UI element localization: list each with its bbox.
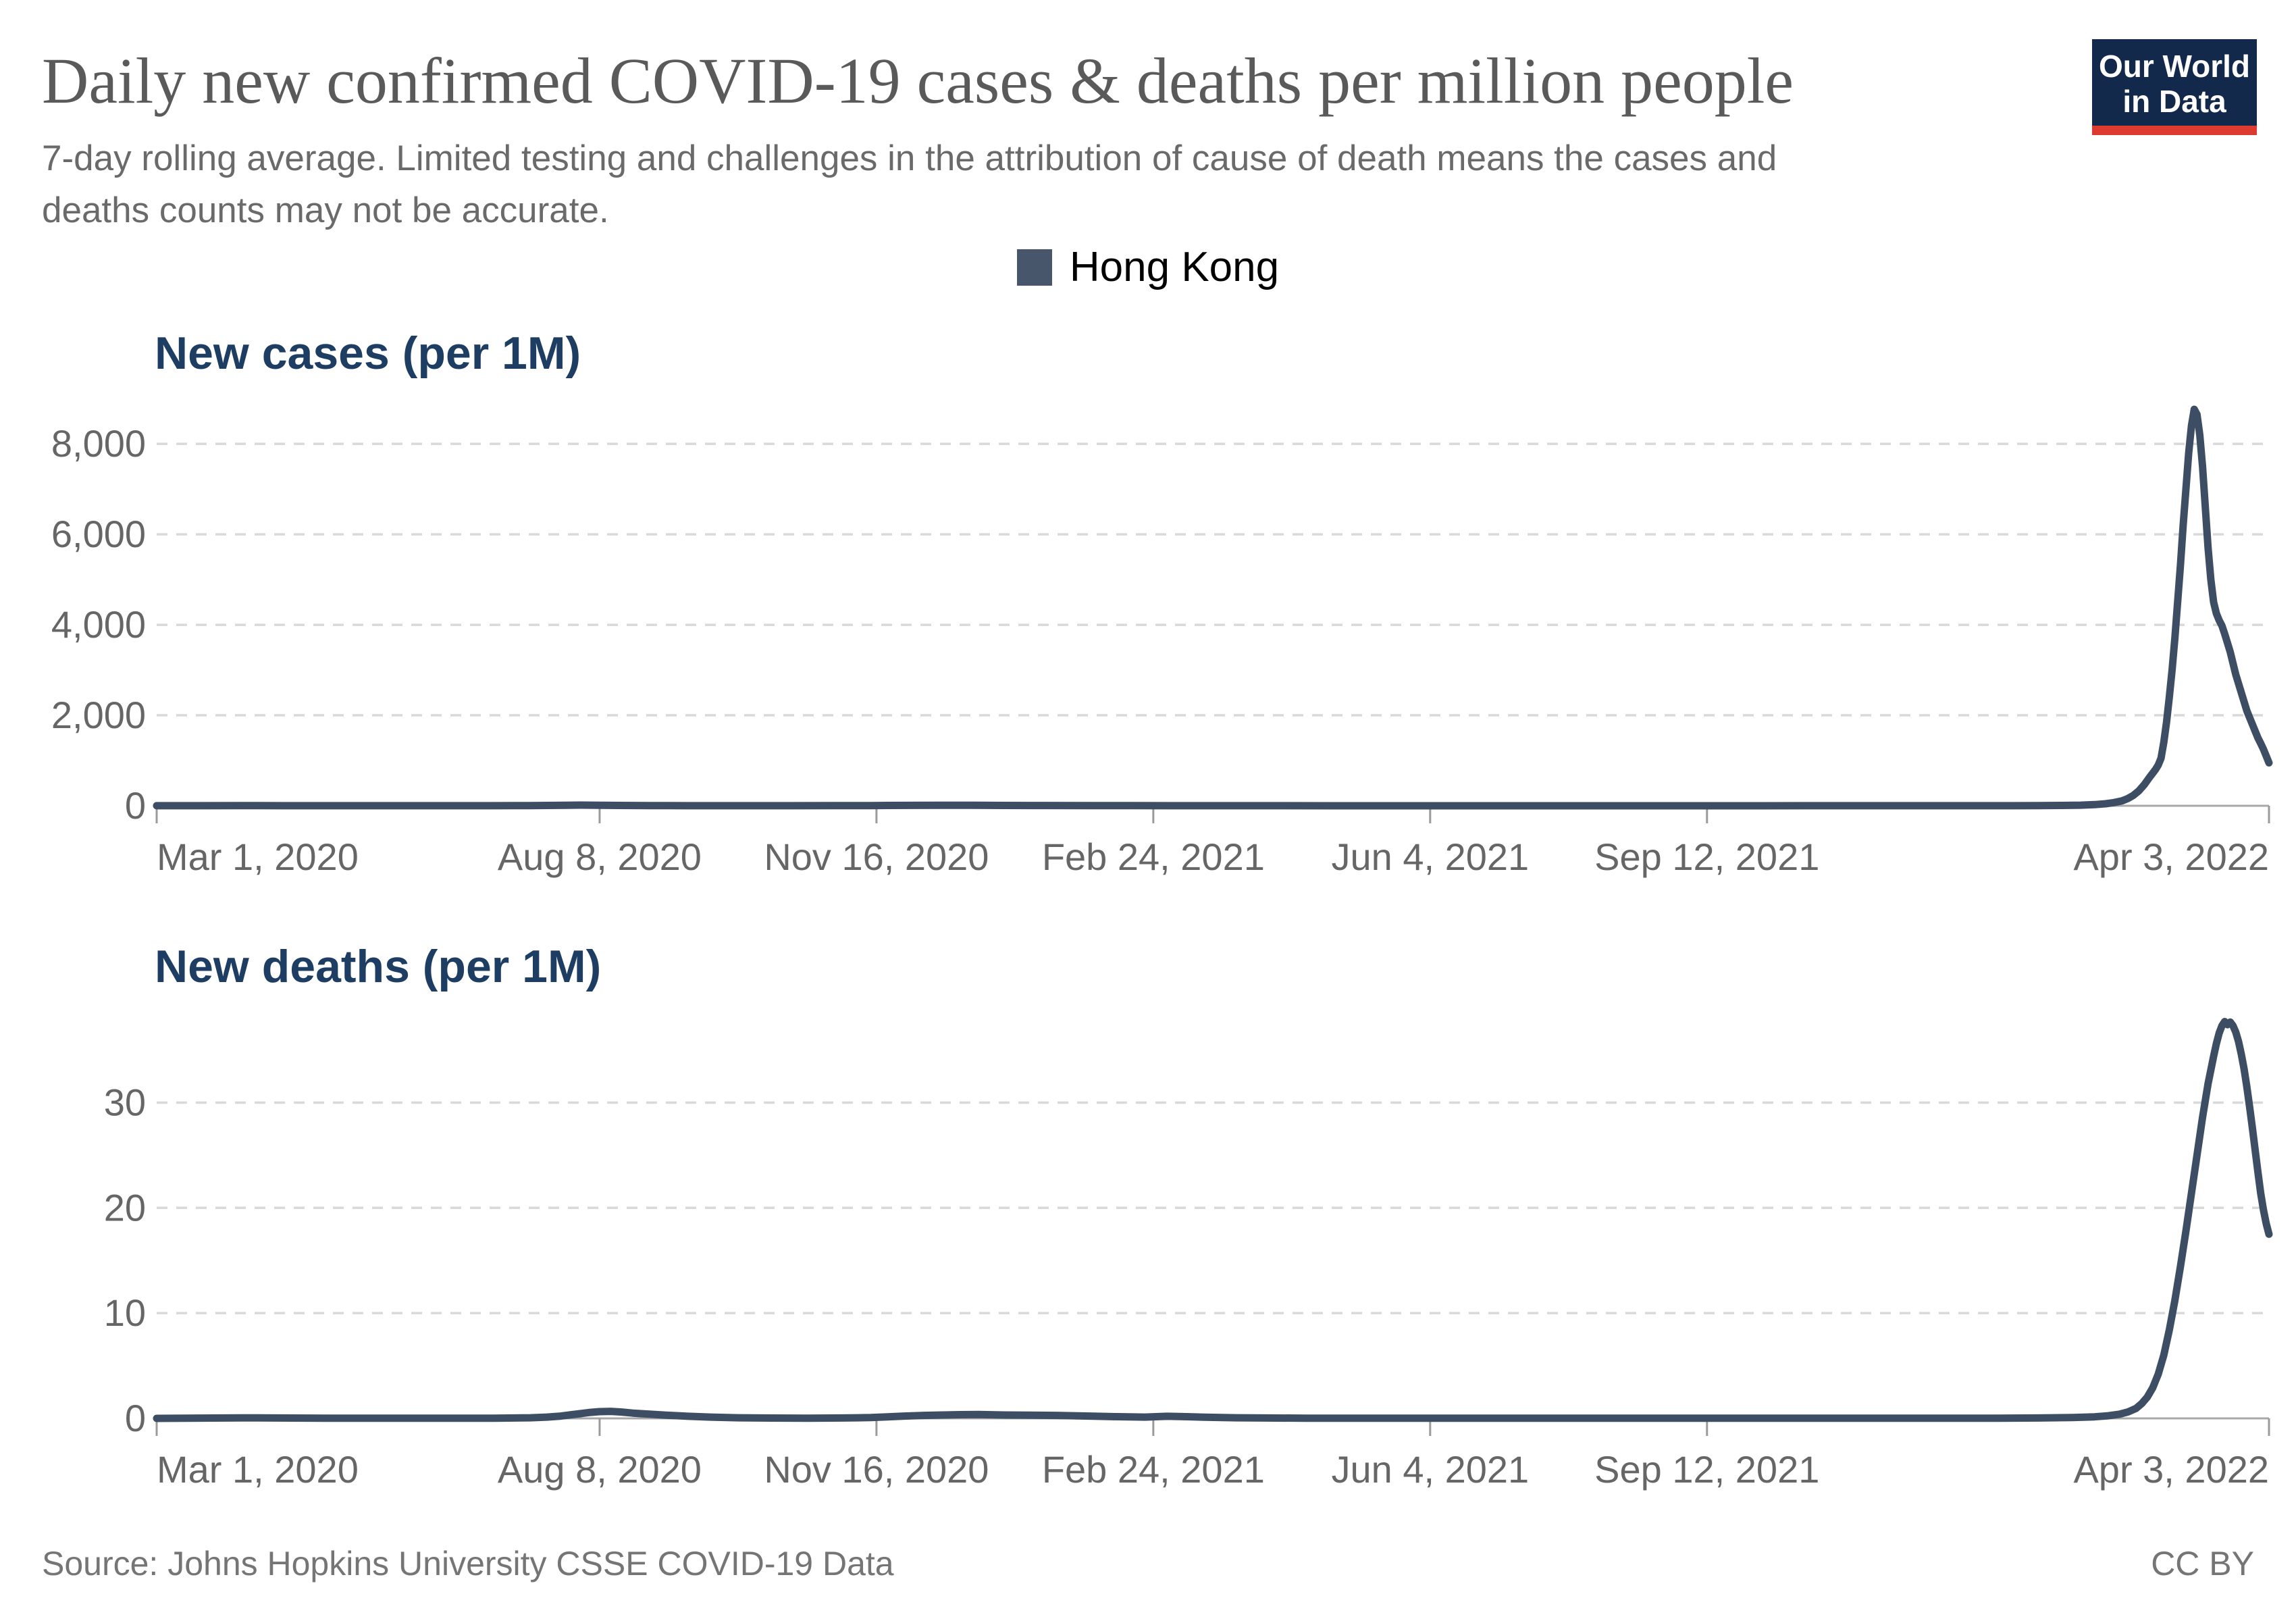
x-tick-label: Jun 4, 2021	[1331, 1448, 1529, 1491]
logo-red-stripe	[2092, 126, 2257, 135]
x-tick-label: Jun 4, 2021	[1331, 835, 1529, 878]
cases-chart-title: New cases (per 1M)	[155, 328, 581, 379]
x-tick-label: Feb 24, 2021	[1042, 1448, 1265, 1491]
x-tick-label: Aug 8, 2020	[498, 1448, 702, 1491]
footer-source: Source: Johns Hopkins University CSSE CO…	[42, 1545, 894, 1583]
y-tick-label: 20	[104, 1186, 146, 1229]
deaths-chart-title: New deaths (per 1M)	[155, 941, 602, 992]
x-tick-label: Feb 24, 2021	[1042, 835, 1265, 878]
y-tick-label: 4,000	[51, 603, 146, 646]
x-tick-label: Nov 16, 2020	[764, 835, 989, 878]
y-tick-label: 0	[125, 1397, 146, 1439]
chart-plot-0: 0 2,000 4,000 6,000 8,000 Mar 1, 2020 Aug 8, 2…	[51, 405, 2273, 878]
x-tick-label: Apr 3, 2022	[2073, 1448, 2269, 1491]
x-tick-label: Mar 1, 2020	[157, 1448, 359, 1491]
y-tick-label: 2,000	[51, 694, 146, 736]
subtitle-line-2: deaths counts may not be accurate.	[42, 190, 609, 230]
y-tick-label: 30	[104, 1081, 146, 1123]
logo-text-line-1: Our World	[2098, 49, 2251, 84]
chart-plot-1: 0 10 20 30 Mar 1, 2020 Aug 8, 2020 Nov 16, 202…	[104, 1018, 2273, 1491]
series-line-hong-kong	[153, 405, 2273, 810]
footer-license: CC BY	[2151, 1545, 2254, 1583]
y-tick-label: 6,000	[51, 513, 146, 555]
x-tick-label: Aug 8, 2020	[498, 835, 702, 878]
logo-text-line-2: in Data	[2122, 84, 2226, 119]
x-tick-label: Nov 16, 2020	[764, 1448, 989, 1491]
chart-subtitle: 7-day rolling average. Limited testing a…	[42, 132, 1777, 236]
x-tick-label: Mar 1, 2020	[157, 835, 359, 878]
x-tick-label: Apr 3, 2022	[2073, 835, 2269, 878]
x-tick-label: Sep 12, 2021	[1594, 1448, 1819, 1491]
y-tick-label: 10	[104, 1291, 146, 1334]
series-line-hong-kong	[153, 1018, 2273, 1422]
owid-logo: Our World in Data	[2092, 39, 2257, 135]
legend: Hong Kong	[0, 243, 2296, 291]
legend-swatch-hong-kong	[1016, 249, 1052, 286]
x-tick-label: Sep 12, 2021	[1594, 835, 1819, 878]
y-tick-label: 0	[125, 784, 146, 827]
subtitle-line-1: 7-day rolling average. Limited testing a…	[42, 138, 1777, 178]
page-title: Daily new confirmed COVID-19 cases & dea…	[42, 45, 1794, 117]
y-tick-label: 8,000	[51, 422, 146, 465]
legend-label-hong-kong: Hong Kong	[1069, 244, 1280, 290]
